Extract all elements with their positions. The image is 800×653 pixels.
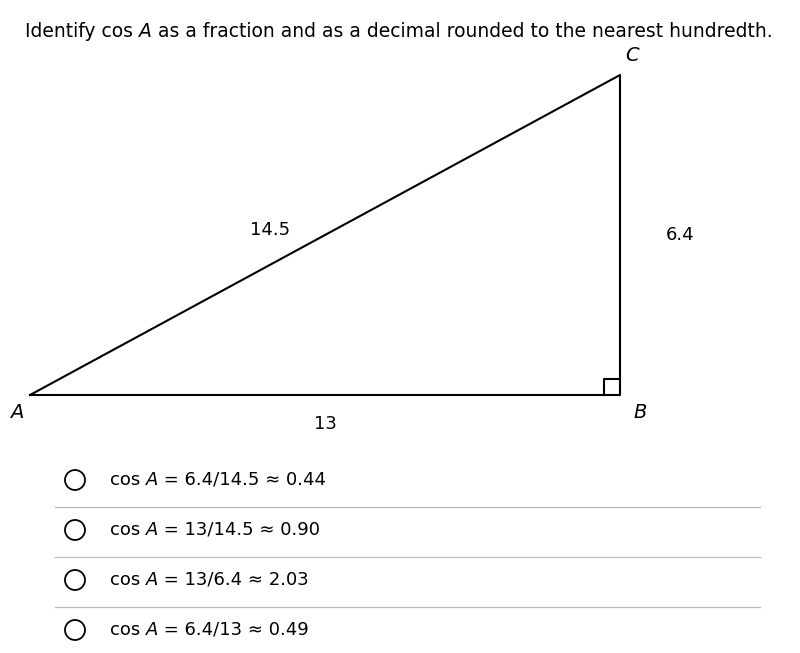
Text: A: A: [146, 571, 158, 589]
Text: cos: cos: [110, 521, 146, 539]
Text: = 13/6.4 ≈ 2.03: = 13/6.4 ≈ 2.03: [158, 571, 309, 589]
Text: cos: cos: [110, 471, 146, 489]
Text: Identify cos: Identify cos: [25, 22, 139, 41]
Text: cos: cos: [110, 621, 146, 639]
Text: 6.4: 6.4: [666, 226, 694, 244]
Text: B: B: [633, 403, 646, 422]
Text: as a fraction and as a decimal rounded to the nearest hundredth.: as a fraction and as a decimal rounded t…: [152, 22, 773, 41]
Text: A: A: [139, 22, 152, 41]
Text: = 13/14.5 ≈ 0.90: = 13/14.5 ≈ 0.90: [158, 521, 320, 539]
Text: cos: cos: [110, 571, 146, 589]
Text: A: A: [146, 521, 158, 539]
Text: A: A: [146, 621, 158, 639]
Text: = 6.4/13 ≈ 0.49: = 6.4/13 ≈ 0.49: [158, 621, 309, 639]
Text: C: C: [625, 46, 638, 65]
Text: A: A: [146, 471, 158, 489]
Text: 13: 13: [314, 415, 337, 433]
Text: = 6.4/14.5 ≈ 0.44: = 6.4/14.5 ≈ 0.44: [158, 471, 326, 489]
Text: 14.5: 14.5: [250, 221, 290, 239]
Text: A: A: [10, 403, 23, 422]
